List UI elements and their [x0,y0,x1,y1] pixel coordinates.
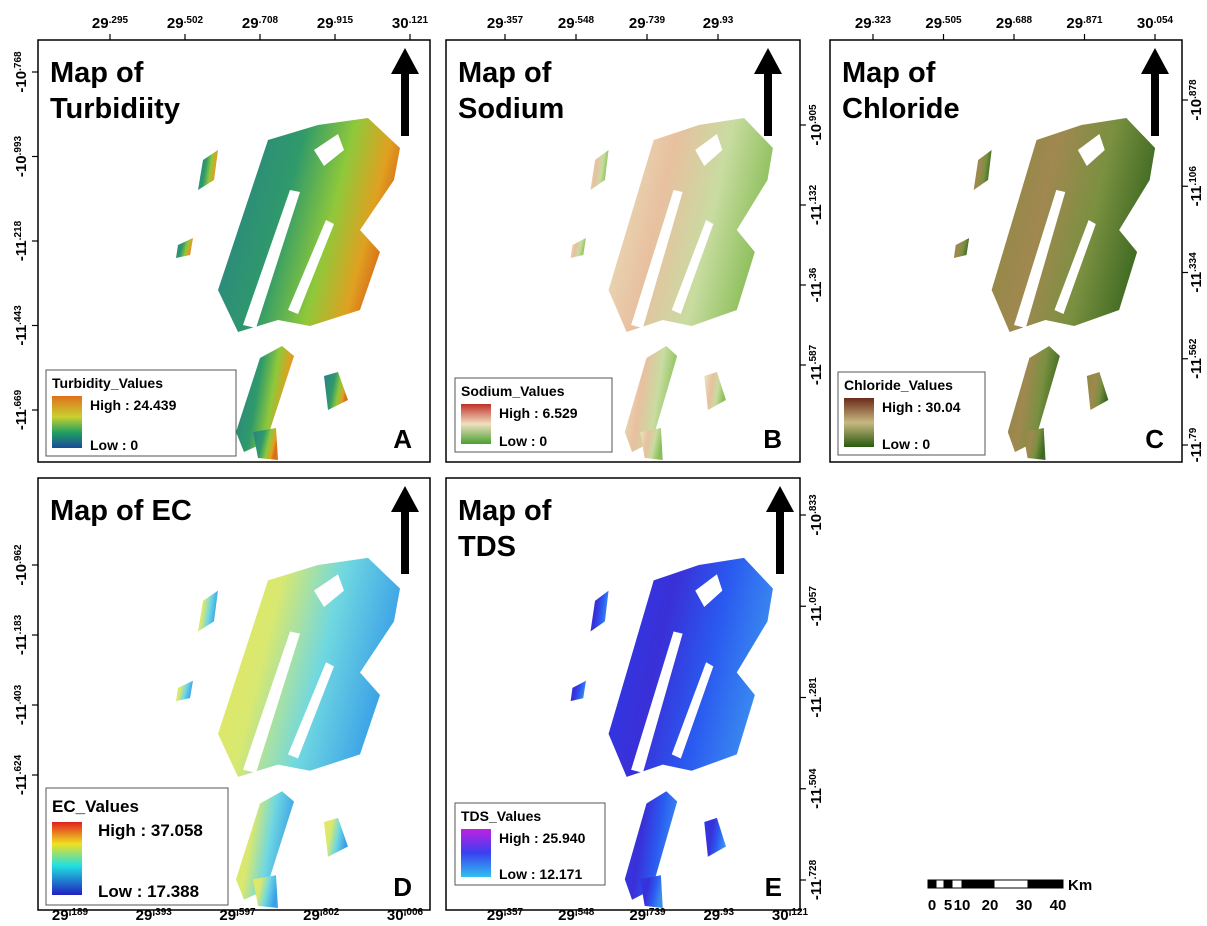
legend-title: Chloride_Values [844,377,953,393]
legend-ramp [844,398,874,447]
map-title: Chloride [842,93,960,125]
latitude-label: -11.218 [13,220,30,261]
longitude-label: 29.393 [136,907,173,924]
latitude-label: -11.504 [808,768,825,809]
latitude-label: -11.403 [13,684,30,725]
latitude-label: -11.443 [13,305,30,346]
legend-low: Low : 0 [90,437,138,453]
legend-ramp [52,396,82,448]
panel-letter: C [1145,424,1164,454]
latitude-label: -11.669 [13,389,30,430]
scale-unit: Km [1068,877,1092,894]
scale-segment [928,880,936,888]
longitude-label: 29.739 [629,907,666,924]
longitude-label: 29.93 [703,15,734,32]
latitude-label: -10.768 [13,51,30,93]
scale-segment [962,880,994,888]
legend-ramp [461,404,491,444]
latitude-label: -11.587 [808,344,825,385]
longitude-label: 29.295 [92,15,129,32]
latitude-label: -10.878 [1188,79,1205,121]
scale-label: 5 [944,897,952,914]
latitude-label: -11.334 [1188,252,1205,293]
map-title: TDS [458,531,516,563]
legend-low: Low : 12.171 [499,866,582,882]
latitude-label: -10.962 [13,544,30,586]
latitude-label: -11.624 [13,754,30,795]
panel-letter: E [765,872,782,902]
longitude-label: 29.708 [242,15,279,32]
latitude-label: -11.79 [1188,427,1205,462]
longitude-label: 29.548 [558,15,595,32]
legend-ramp [461,829,491,877]
latitude-label: -10.833 [808,494,825,536]
legend-title: Turbidity_Values [52,375,163,391]
legend-high: High : 24.439 [90,397,177,413]
longitude-label: 29.688 [996,15,1033,32]
legend-high: High : 25.940 [499,830,586,846]
legend-ramp [52,822,82,895]
longitude-label: 29.802 [303,907,340,924]
scale-segment [1028,880,1063,888]
longitude-label: 29.871 [1066,15,1103,32]
legend-low: Low : 0 [882,436,930,452]
map-title: Sodium [458,93,564,125]
panel-letter: A [393,424,412,454]
longitude-label: 30.121 [772,907,809,924]
map-title: Turbidiity [50,93,180,125]
longitude-label: 29.357 [487,907,524,924]
longitude-label: 29.915 [317,15,354,32]
longitude-label: 29.502 [167,15,204,32]
latitude-label: -11.281 [808,677,825,718]
legend-title: EC_Values [52,797,139,816]
latitude-label: -11.728 [808,859,825,900]
longitude-label: 29.357 [487,15,524,32]
map-title: Map of [50,57,144,89]
longitude-label: 29.739 [629,15,666,32]
scale-segment [994,880,1028,888]
longitude-label: 29.189 [52,907,89,924]
scale-segment [944,880,952,888]
longitude-label: 29.597 [219,907,256,924]
map-title: Map of [458,495,552,527]
longitude-label: 29.323 [855,15,892,32]
figure: Map of Turbidiity A Turbidity_Values High : … [0,0,1207,926]
latitude-label: -10.993 [13,135,30,177]
map-title: Map of [458,57,552,89]
legend-low: Low : 17.388 [98,882,199,901]
latitude-label: -11.36 [808,267,825,302]
scale-segment [936,880,944,888]
scale-label: 0 [928,897,936,914]
panel-letter: B [763,424,782,454]
scale-label: 20 [982,897,999,914]
latitude-label: -11.562 [1188,338,1205,379]
latitude-label: -10.905 [808,104,825,146]
panel-letter: D [393,872,412,902]
longitude-label: 29.505 [925,15,962,32]
map-title: Map of [842,57,936,89]
latitude-label: -11.183 [13,614,30,655]
scale-label: 30 [1016,897,1033,914]
legend-title: TDS_Values [461,808,541,824]
legend-title: Sodium_Values [461,383,565,399]
map-title: Map of EC [50,495,192,527]
longitude-label: 30.121 [392,15,429,32]
longitude-label: 30.054 [1137,15,1174,32]
scale-label: 40 [1050,897,1067,914]
latitude-label: -11.132 [808,184,825,225]
latitude-label: -11.106 [1188,166,1205,207]
scale-segment [952,880,962,888]
latitude-label: -11.057 [808,586,825,627]
legend-low: Low : 0 [499,433,547,449]
longitude-label: 30.006 [387,907,424,924]
scale-label: 10 [954,897,971,914]
legend-high: High : 37.058 [98,821,203,840]
longitude-label: 29.93 [703,907,734,924]
legend-high: High : 30.04 [882,399,961,415]
longitude-label: 29.548 [558,907,595,924]
legend-high: High : 6.529 [499,405,578,421]
